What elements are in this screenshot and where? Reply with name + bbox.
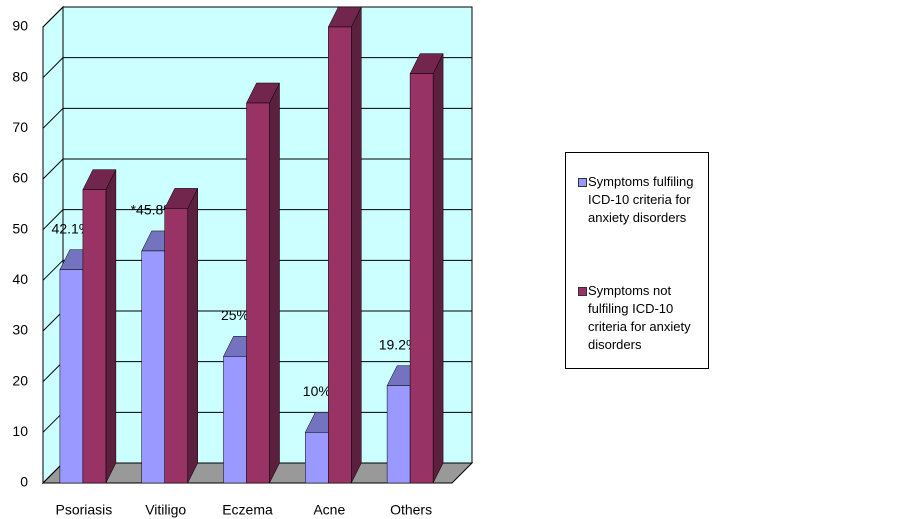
data-label: 10% [303, 383, 331, 399]
y-tick-label: 40 [12, 271, 28, 287]
bar [82, 189, 107, 484]
bar-side [351, 6, 362, 484]
legend-swatch [578, 178, 587, 187]
bar [386, 385, 411, 484]
bar [305, 432, 329, 484]
bar-side [187, 188, 198, 484]
bar [141, 250, 165, 484]
y-tick-label: 70 [12, 119, 28, 135]
y-tick-label: 20 [12, 372, 28, 388]
y-tick-label: 0 [20, 474, 28, 490]
bar-side [105, 169, 117, 484]
legend-entry: Symptoms fulfiling ICD-10 criteria for a… [578, 173, 706, 227]
bar [223, 356, 247, 484]
legend-label: Symptoms fulfiling ICD-10 criteria for a… [588, 174, 694, 225]
x-tick-label: Eczema [222, 502, 273, 518]
legend: Symptoms fulfiling ICD-10 criteria for a… [565, 152, 709, 369]
bar-side [269, 82, 280, 484]
data-label: 42.1% [52, 220, 92, 236]
y-tick-label: 90 [12, 18, 28, 34]
y-tick-label: 80 [12, 68, 28, 84]
bar [328, 26, 352, 484]
y-tick-label: 30 [12, 322, 28, 338]
bar [59, 269, 84, 484]
bar [409, 73, 434, 484]
bar-side [432, 53, 444, 484]
bar [164, 208, 188, 484]
y-tick-label: 10 [12, 423, 28, 439]
legend-swatch [578, 287, 587, 296]
bar [246, 102, 270, 484]
x-tick-label: Psoriasis [56, 502, 113, 518]
y-tick-label: 60 [12, 170, 28, 186]
legend-label: Symptoms not fulfiling ICD-10 criteria f… [588, 283, 691, 352]
x-tick-label: Vitiligo [145, 502, 186, 518]
x-tick-label: Others [390, 502, 432, 518]
data-label: 19.2% [379, 336, 419, 352]
y-tick-label: 50 [12, 220, 28, 236]
grid-line [42, 6, 472, 28]
x-tick-label: Acne [313, 502, 345, 518]
data-label: 25% [221, 307, 249, 323]
legend-entry: Symptoms not fulfiling ICD-10 criteria f… [578, 282, 706, 354]
